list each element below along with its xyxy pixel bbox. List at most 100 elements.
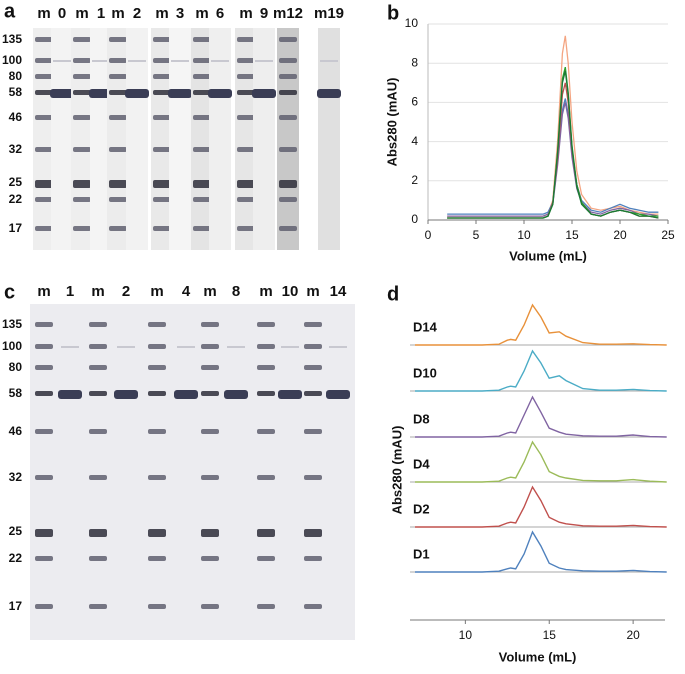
lane-label: 0 bbox=[58, 5, 66, 22]
trace bbox=[415, 440, 667, 483]
marker-band bbox=[148, 475, 166, 480]
marker-band bbox=[201, 429, 219, 434]
y-axis-title: Abs280 (mAU) bbox=[389, 426, 404, 515]
gel-lane bbox=[126, 28, 148, 250]
marker-band bbox=[279, 226, 297, 231]
marker-label: 135 bbox=[2, 317, 22, 331]
marker-label: 100 bbox=[2, 339, 22, 353]
faint-band bbox=[281, 346, 299, 348]
marker-band bbox=[279, 115, 297, 120]
series-label: D10 bbox=[413, 365, 437, 380]
marker-band bbox=[35, 37, 53, 42]
marker-band bbox=[201, 344, 219, 349]
protein-band bbox=[50, 89, 74, 98]
x-tick-label: 10 bbox=[517, 228, 531, 242]
marker-band bbox=[237, 74, 255, 79]
protein-band bbox=[252, 89, 276, 98]
gel-lane bbox=[235, 28, 257, 250]
series-label: D1 bbox=[413, 546, 430, 561]
protein-band bbox=[326, 390, 350, 399]
marker-band bbox=[193, 180, 211, 188]
marker-label: 32 bbox=[9, 470, 23, 484]
marker-band bbox=[109, 115, 127, 120]
marker-label: 135 bbox=[2, 32, 22, 46]
marker-band bbox=[279, 90, 297, 95]
marker-band bbox=[304, 556, 322, 561]
marker-band bbox=[89, 391, 107, 396]
marker-band bbox=[153, 74, 171, 79]
marker-band bbox=[257, 322, 275, 327]
marker-band bbox=[279, 58, 297, 63]
trace bbox=[415, 395, 667, 438]
lane-label: m bbox=[75, 5, 88, 22]
lane-label: m19 bbox=[314, 5, 344, 22]
gel-lane bbox=[191, 28, 213, 250]
marker-band bbox=[73, 90, 91, 95]
marker-band bbox=[304, 529, 322, 537]
marker-band bbox=[237, 58, 255, 63]
y-tick-label: 6 bbox=[411, 95, 418, 109]
protein-band bbox=[125, 89, 149, 98]
marker-band bbox=[109, 197, 127, 202]
protein-band bbox=[114, 390, 138, 399]
marker-band bbox=[279, 180, 297, 188]
marker-band bbox=[153, 115, 171, 120]
marker-band bbox=[35, 475, 53, 480]
marker-band bbox=[279, 74, 297, 79]
gel-lane bbox=[71, 28, 93, 250]
lane-label: m bbox=[195, 5, 208, 22]
lane-label: m bbox=[37, 283, 50, 300]
faint-band bbox=[329, 346, 347, 348]
faint-band bbox=[92, 60, 110, 62]
trace bbox=[415, 303, 667, 346]
series-label: D8 bbox=[413, 411, 430, 426]
faint-band bbox=[227, 346, 245, 348]
marker-band bbox=[257, 556, 275, 561]
y-tick-label: 10 bbox=[405, 16, 419, 30]
faint-band bbox=[128, 60, 146, 62]
faint-band bbox=[171, 60, 189, 62]
x-axis-title: Volume (mL) bbox=[499, 649, 577, 664]
marker-band bbox=[237, 37, 255, 42]
protein-band bbox=[224, 390, 248, 399]
marker-band bbox=[153, 197, 171, 202]
marker-label: 22 bbox=[9, 551, 23, 565]
marker-label: 58 bbox=[9, 386, 23, 400]
marker-band bbox=[304, 604, 322, 609]
marker-label: 22 bbox=[9, 192, 23, 206]
marker-band bbox=[193, 37, 211, 42]
series-label: D2 bbox=[413, 501, 430, 516]
gel-lane bbox=[253, 28, 275, 250]
marker-band bbox=[35, 556, 53, 561]
faint-band bbox=[53, 60, 71, 62]
marker-band bbox=[304, 344, 322, 349]
marker-band bbox=[193, 115, 211, 120]
marker-band bbox=[193, 58, 211, 63]
marker-band bbox=[35, 429, 53, 434]
marker-band bbox=[237, 147, 255, 152]
marker-band bbox=[201, 529, 219, 537]
faint-band bbox=[117, 346, 135, 348]
gel-lane bbox=[209, 28, 231, 250]
marker-band bbox=[109, 37, 127, 42]
gel-background bbox=[30, 304, 355, 640]
x-tick-label: 0 bbox=[425, 228, 432, 242]
gel-lane bbox=[318, 28, 340, 250]
marker-band bbox=[35, 58, 53, 63]
marker-label: 80 bbox=[9, 69, 23, 83]
marker-band bbox=[237, 197, 255, 202]
faint-band bbox=[211, 60, 229, 62]
marker-band bbox=[201, 604, 219, 609]
marker-band bbox=[109, 74, 127, 79]
marker-band bbox=[35, 226, 53, 231]
y-tick-label: 2 bbox=[411, 173, 418, 187]
x-tick-label: 15 bbox=[543, 628, 557, 642]
marker-label: 58 bbox=[9, 85, 23, 99]
marker-label: 25 bbox=[9, 524, 23, 538]
lane-label: m bbox=[111, 5, 124, 22]
lane-label: 4 bbox=[182, 283, 191, 300]
marker-label: 46 bbox=[9, 110, 23, 124]
marker-band bbox=[73, 147, 91, 152]
x-tick-label: 15 bbox=[565, 228, 579, 242]
marker-band bbox=[89, 365, 107, 370]
